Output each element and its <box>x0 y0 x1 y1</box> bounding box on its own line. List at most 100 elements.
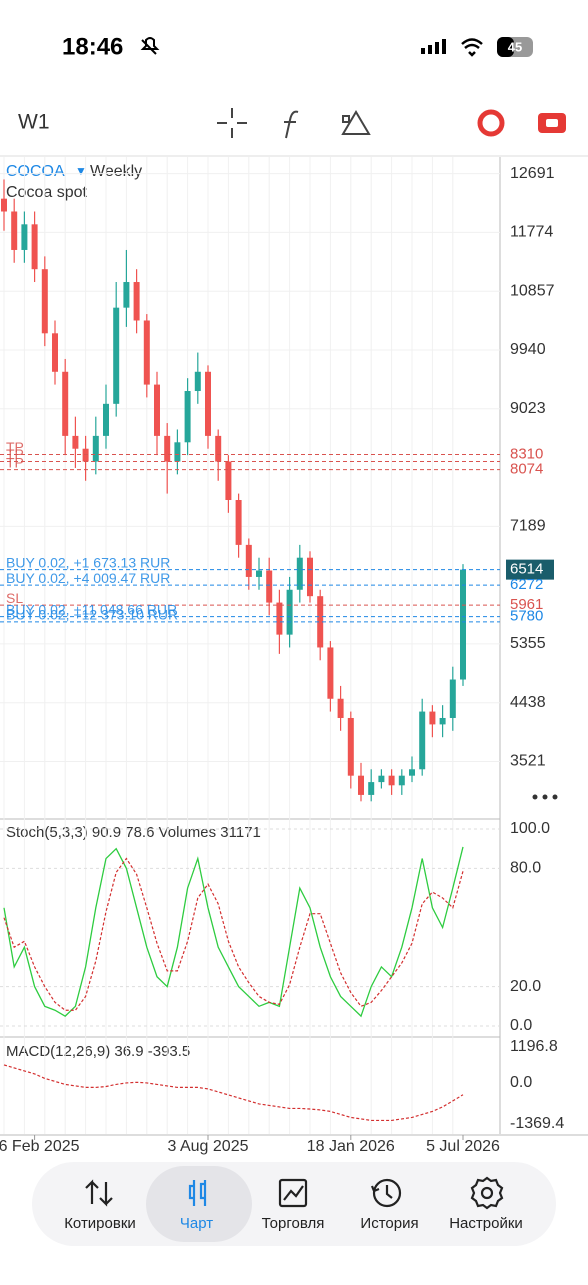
candle-body <box>358 775 364 795</box>
candle-body <box>113 307 120 404</box>
candle-body <box>245 544 252 577</box>
candle-body <box>123 282 130 308</box>
candle-body <box>409 769 415 776</box>
stoch-main <box>3 846 464 1018</box>
price-label: 5780 <box>510 608 543 625</box>
clock: 18:46 <box>62 33 123 60</box>
candle-body <box>31 224 38 270</box>
candle-body <box>317 596 324 648</box>
y-tick-label: 11774 <box>510 224 553 241</box>
more-dots[interactable] <box>532 794 558 800</box>
y-tick-label: 3521 <box>510 753 546 770</box>
candle-body <box>184 391 191 443</box>
candle-body <box>327 647 334 699</box>
nav-active <box>146 1166 252 1242</box>
y-tick-label: 9023 <box>510 400 546 417</box>
y-tick-label: 0.0 <box>510 1074 532 1091</box>
order-label: BUY 0.02, +1 673.13 RUR <box>6 554 170 570</box>
price-label: 8074 <box>510 461 543 478</box>
nav-item[interactable]: Торговля <box>262 1215 325 1232</box>
x-tick-label: 16 Feb 2025 <box>0 1138 80 1155</box>
y-tick-label: 12691 <box>510 165 555 182</box>
candle-body <box>276 602 283 635</box>
y-tick-label: 9940 <box>510 341 546 358</box>
candle-body <box>225 461 232 501</box>
candle-body <box>235 500 242 545</box>
toolbar-icons[interactable] <box>217 108 566 139</box>
candle-body <box>439 717 446 725</box>
nav-item[interactable]: Чарт <box>180 1215 213 1232</box>
y-tick-label: 10857 <box>510 282 555 299</box>
candle-body <box>347 717 354 776</box>
candle-body <box>41 269 48 334</box>
y-tick-label: -1369.4 <box>510 1115 564 1132</box>
candle-body <box>429 711 436 725</box>
y-tick-label: 4438 <box>510 694 546 711</box>
timeframe[interactable]: W1 <box>18 111 50 134</box>
y-tick-label: 5355 <box>510 635 546 652</box>
symbol: COCOA <box>6 163 65 180</box>
candle-body <box>388 775 395 786</box>
candle-body <box>205 371 211 436</box>
candle-body <box>449 679 456 718</box>
y-tick-label: 100.0 <box>510 820 550 837</box>
candle-body <box>256 570 262 577</box>
candle-body <box>296 557 303 590</box>
candle-body <box>133 282 140 321</box>
price-label-bg <box>506 559 554 580</box>
candle-body <box>82 448 89 462</box>
candle-body <box>92 435 99 462</box>
candle-body <box>378 775 385 783</box>
candle-body <box>337 698 344 718</box>
candle-body <box>266 570 273 603</box>
candle-body <box>419 711 426 770</box>
description: Cocoa spot <box>6 184 87 201</box>
stoch-title: Stoch(5,3,3) 90.9 78.6 Volumes 31171 <box>6 824 261 841</box>
price-label: 6514 <box>510 561 543 578</box>
nav-item[interactable]: История <box>360 1215 418 1232</box>
candle-body <box>72 435 79 449</box>
y-tick-label: 0.0 <box>510 1017 532 1034</box>
macd-title: MACD(12,26,9) 36.9 -393.5 <box>6 1043 190 1060</box>
nav-icons <box>85 1176 504 1210</box>
nav-item[interactable]: Котировки <box>64 1215 136 1232</box>
y-tick-label: 20.0 <box>510 978 541 995</box>
order-label: BUY 0.02, +11 048.66 RUR <box>6 601 177 617</box>
candle-body <box>174 442 181 462</box>
candle-body <box>286 589 293 635</box>
x-tick-label: 5 Jul 2026 <box>426 1138 500 1155</box>
x-tick-label: 18 Jan 2026 <box>307 1138 395 1155</box>
candle-body <box>398 775 405 786</box>
battery-level: 45 <box>508 39 522 54</box>
candle-body <box>103 403 109 436</box>
candle-body <box>52 333 58 372</box>
order-label: TP <box>6 454 24 470</box>
candle-body <box>194 371 201 392</box>
candle-body <box>215 435 222 462</box>
order-label: BUY 0.02, +12 373.10 RUR <box>6 607 178 623</box>
status-icons <box>140 37 533 57</box>
candle-body <box>307 557 313 597</box>
price-label: 8310 <box>510 445 543 462</box>
candle-body <box>154 384 160 436</box>
order-label: TP <box>6 439 24 455</box>
y-tick-label: 1196.8 <box>510 1038 558 1055</box>
price-label: 5961 <box>510 596 543 613</box>
candle-body <box>164 435 171 462</box>
nav-item[interactable]: Настройки <box>449 1215 523 1232</box>
macd-signal <box>3 1064 464 1122</box>
candle-body <box>62 371 69 436</box>
candle-body <box>143 320 150 385</box>
price-label: 6272 <box>510 576 543 593</box>
candle-body <box>460 569 466 680</box>
candle-body <box>11 211 18 250</box>
candle-body <box>368 782 375 795</box>
period: Weekly <box>90 163 142 180</box>
dropdown-arrow[interactable]: ▼ <box>75 164 87 178</box>
candle-body <box>21 224 28 250</box>
y-tick-label: 7189 <box>510 518 546 535</box>
candle-body <box>1 198 7 212</box>
order-label: TP <box>6 446 24 462</box>
